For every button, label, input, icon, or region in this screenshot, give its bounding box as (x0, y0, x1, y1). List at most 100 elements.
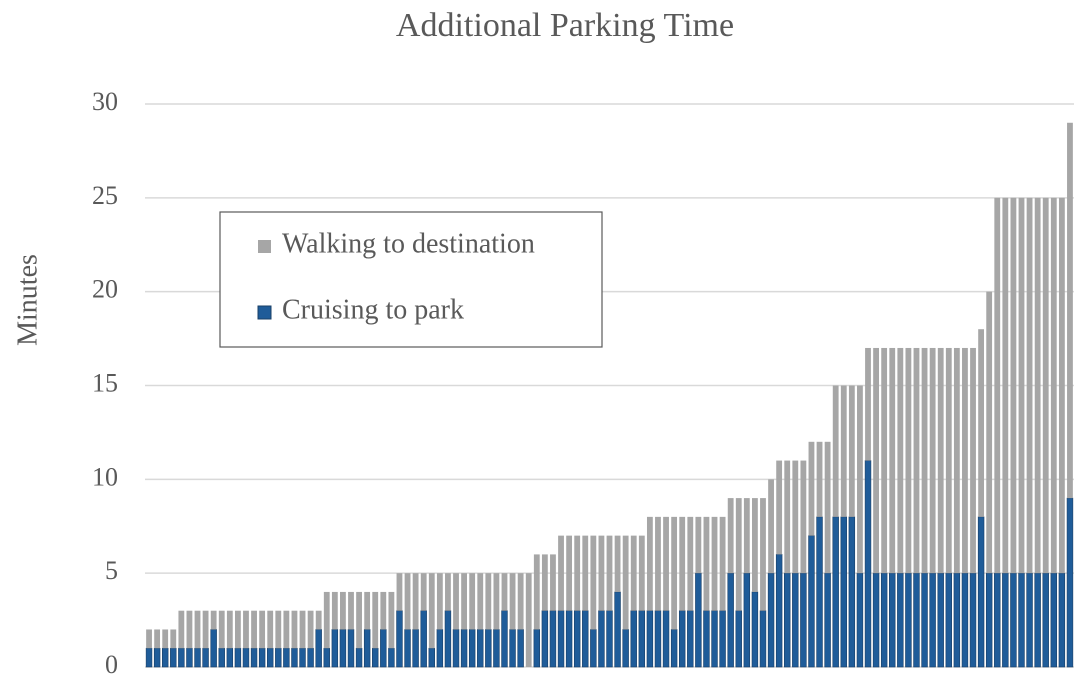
bar-segment (162, 629, 169, 649)
bar-segment (1034, 572, 1041, 668)
bar-segment (275, 647, 282, 668)
bar-segment (412, 573, 419, 630)
bar-segment (469, 573, 476, 630)
bar-segment (808, 441, 815, 536)
bar-segment (460, 629, 468, 668)
bar-segment (1034, 197, 1041, 574)
bar-segment (857, 385, 863, 574)
bar-segment (388, 647, 395, 668)
bar-segment (428, 573, 435, 649)
bar-segment (356, 591, 362, 649)
bar-segment (848, 385, 855, 517)
bar-segment (703, 610, 710, 668)
bar-segment (622, 535, 629, 630)
bar-segment (557, 610, 565, 668)
bar-segment (372, 591, 379, 649)
bar-segment (582, 610, 589, 668)
bar-segment (848, 516, 856, 668)
bar-segment (170, 629, 177, 649)
bar-segment (226, 647, 234, 668)
bar-segment (582, 535, 589, 611)
bar-segment (945, 347, 952, 574)
bar-segment (663, 516, 669, 611)
bar-segment (759, 610, 767, 668)
bar-segment (784, 460, 791, 574)
bar-segment (533, 629, 541, 668)
bar-segment (210, 610, 217, 630)
bar-segment (234, 647, 242, 668)
bar-segment (929, 347, 936, 574)
bar-segment (501, 573, 508, 611)
bar-segment (953, 572, 961, 668)
bar-segment (283, 647, 290, 668)
bar-segment (485, 629, 492, 668)
bar-segment (339, 629, 347, 668)
bar-segment (913, 572, 920, 668)
bar-segment (444, 610, 452, 668)
bar-segment (541, 610, 549, 668)
bar-segment (678, 610, 686, 668)
bar-segment (331, 591, 338, 630)
bar-segment (751, 591, 759, 668)
bar-segment (921, 572, 928, 668)
bar-segment (258, 647, 266, 668)
bar-segment (291, 647, 298, 668)
bar-segment (752, 498, 758, 592)
bar-segment (655, 516, 661, 611)
bar-segment (348, 591, 354, 630)
bar-segment (291, 610, 298, 649)
bar-segment (654, 610, 662, 668)
bar-segment (994, 197, 1001, 574)
bar-segment (913, 347, 920, 574)
bar-segment (945, 572, 952, 668)
bar-segment (832, 516, 839, 668)
bar-segment (606, 610, 613, 668)
bar-segment (985, 572, 993, 668)
y-tick-label: 20 (92, 275, 118, 304)
bar-segment (1026, 197, 1033, 574)
bar-segment (186, 610, 193, 649)
bar-segment (735, 610, 742, 668)
bar-segment (550, 554, 556, 611)
bar-segment (638, 610, 646, 668)
bar-segment (969, 572, 977, 668)
bar-segment (614, 591, 621, 668)
bar-segment (970, 347, 976, 574)
bar-segment (541, 554, 548, 611)
bar-segment (1050, 572, 1058, 668)
bar-segment (638, 535, 645, 611)
bar-segment (146, 629, 152, 649)
bar-segment (735, 498, 742, 611)
bar-segment (800, 572, 807, 668)
bar-segment (323, 591, 330, 649)
bar-segment (420, 610, 427, 668)
bar-segment (1058, 197, 1065, 574)
bar-segment (800, 460, 807, 574)
bar-segment (468, 629, 476, 668)
bar-segment (420, 573, 427, 611)
bar-segment (687, 516, 694, 611)
bar-segment (501, 610, 508, 668)
bar-segment (509, 629, 516, 668)
bar-segment (517, 629, 524, 668)
bar-segment (372, 647, 379, 668)
bar-segment (202, 647, 209, 668)
bar-segment (218, 610, 225, 649)
bar-segment (889, 347, 896, 574)
bar-segment (646, 516, 653, 611)
bar-segment (872, 572, 880, 668)
bar-segment (243, 610, 249, 649)
y-tick-label: 10 (92, 462, 118, 491)
bar-segment (630, 535, 637, 611)
bar-segment (897, 572, 904, 668)
bar-segment (267, 647, 274, 668)
bar-segment (671, 516, 678, 630)
bar-segment (687, 610, 694, 668)
bar-segment (953, 347, 960, 574)
bar-segment (881, 347, 888, 574)
bar-segment (937, 572, 944, 668)
bar-segment (380, 591, 387, 630)
bar-segment (412, 629, 419, 668)
bar-segment (646, 610, 654, 668)
